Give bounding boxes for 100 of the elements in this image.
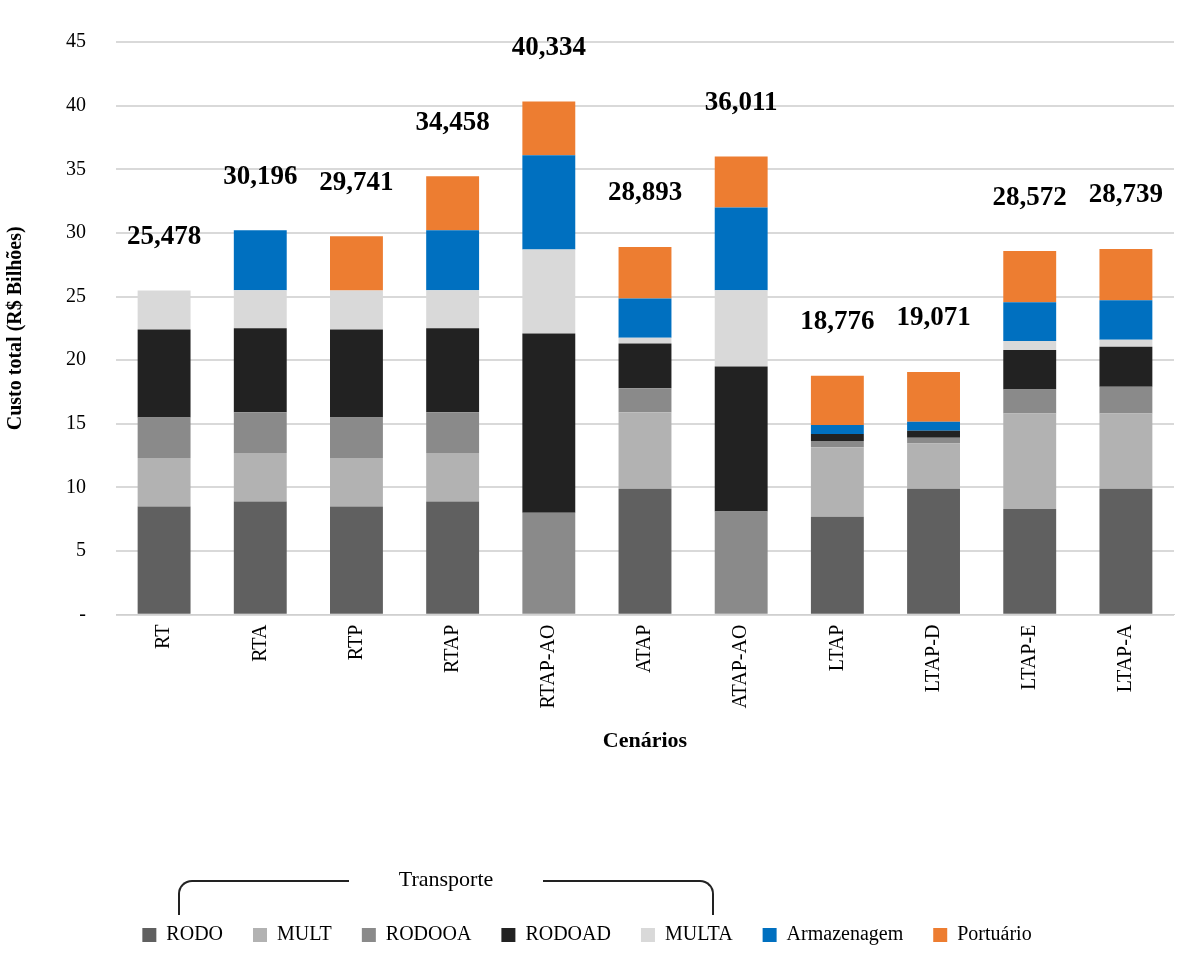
bar — [618, 488, 672, 614]
bar — [522, 155, 576, 250]
y-tick-label: - — [79, 601, 86, 624]
x-tick-label: RTA — [247, 624, 270, 662]
total-label: 30,196 — [223, 159, 298, 190]
bar — [810, 440, 864, 448]
total-label: 40,334 — [511, 30, 586, 61]
bar — [1099, 248, 1153, 301]
bar — [810, 433, 864, 441]
bar — [1003, 389, 1057, 414]
x-tick-label: LTAP-D — [920, 624, 943, 693]
bar — [137, 506, 191, 614]
x-tick-label: RT — [151, 624, 174, 649]
legend-label: Portuário — [957, 922, 1032, 945]
bar — [1003, 413, 1057, 510]
bar — [1003, 251, 1057, 303]
y-tick-label: 15 — [66, 411, 86, 434]
bar — [330, 417, 383, 459]
bar — [714, 156, 768, 208]
legend-label: MULT — [277, 922, 332, 945]
bar — [618, 337, 672, 344]
y-tick-label: 25 — [66, 283, 86, 306]
bar — [1099, 346, 1153, 387]
bar — [233, 230, 287, 291]
x-tick-label: RTAP-AO — [536, 624, 559, 709]
legend-label: RODOOA — [385, 922, 472, 945]
total-label: 28,739 — [1088, 178, 1164, 209]
bar — [618, 343, 672, 389]
y-tick-label: 45 — [66, 29, 86, 52]
total-label: 18,776 — [800, 305, 875, 336]
x-tick-label: ATAP-AO — [728, 624, 751, 709]
bar — [330, 458, 383, 507]
bar — [907, 443, 960, 489]
total-label: 34,458 — [415, 105, 490, 136]
bar — [714, 207, 768, 291]
y-axis-title: Custo total (R$ Bilhões) — [3, 226, 27, 431]
legend-label: RODOAD — [525, 922, 611, 945]
total-label: 19,071 — [896, 301, 971, 332]
bar — [907, 430, 960, 438]
bar — [330, 329, 383, 418]
x-tick-label: LTAP-E — [1016, 624, 1039, 691]
x-tick-label: LTAP-A — [1113, 624, 1136, 693]
bar — [522, 101, 576, 156]
x-tick-label: LTAP — [824, 624, 847, 672]
total-label: 28,893 — [607, 176, 683, 207]
x-tick-label: RTP — [343, 624, 366, 661]
bar — [330, 236, 383, 291]
bar — [1099, 386, 1153, 414]
legend-label: Armazenagem — [786, 922, 904, 946]
bar — [1099, 488, 1153, 614]
bar — [426, 176, 480, 231]
x-axis-title: Cenários — [602, 727, 688, 753]
y-tick-label: 10 — [66, 474, 86, 497]
bar — [907, 421, 960, 431]
y-tick-label: 40 — [66, 92, 86, 115]
bar — [426, 412, 480, 454]
total-label: 25,478 — [126, 219, 202, 250]
bar — [426, 453, 480, 502]
bar — [1099, 413, 1153, 489]
bar — [1099, 339, 1153, 347]
bar — [810, 375, 864, 426]
bar — [618, 247, 672, 299]
y-tick-label: 30 — [66, 220, 86, 243]
y-tick-label: 5 — [76, 538, 86, 561]
bar — [1003, 509, 1057, 614]
bar — [426, 501, 480, 614]
x-tick-label: RTAP — [439, 624, 462, 673]
bar — [1099, 300, 1153, 340]
text: Transporte — [348, 866, 544, 891]
bar — [618, 388, 672, 413]
bar — [233, 412, 287, 454]
bar — [618, 412, 672, 489]
bar — [426, 328, 480, 413]
bar — [426, 230, 480, 291]
bar — [522, 333, 576, 513]
bar — [330, 506, 383, 614]
y-tick-label: 20 — [66, 347, 86, 370]
bar — [1003, 349, 1057, 390]
bar — [1003, 341, 1057, 350]
bar — [714, 366, 768, 512]
y-tick-label: 35 — [66, 156, 86, 179]
bar — [907, 488, 960, 614]
legend-label: RODO — [166, 922, 224, 945]
bar — [233, 328, 287, 413]
total-label: 29,741 — [319, 165, 394, 196]
bar — [810, 425, 864, 434]
bar — [233, 501, 287, 614]
bar — [233, 453, 287, 502]
bar — [618, 298, 672, 338]
bar — [137, 417, 191, 459]
bar — [1003, 302, 1057, 342]
bar — [522, 512, 576, 614]
legend-label: MULTA — [664, 922, 734, 945]
bar — [714, 511, 768, 614]
bar — [137, 329, 191, 418]
bar — [810, 447, 864, 517]
bar — [137, 458, 191, 507]
total-label: 36,011 — [704, 85, 778, 116]
bar — [810, 516, 864, 614]
x-tick-label: ATAP — [632, 624, 655, 674]
